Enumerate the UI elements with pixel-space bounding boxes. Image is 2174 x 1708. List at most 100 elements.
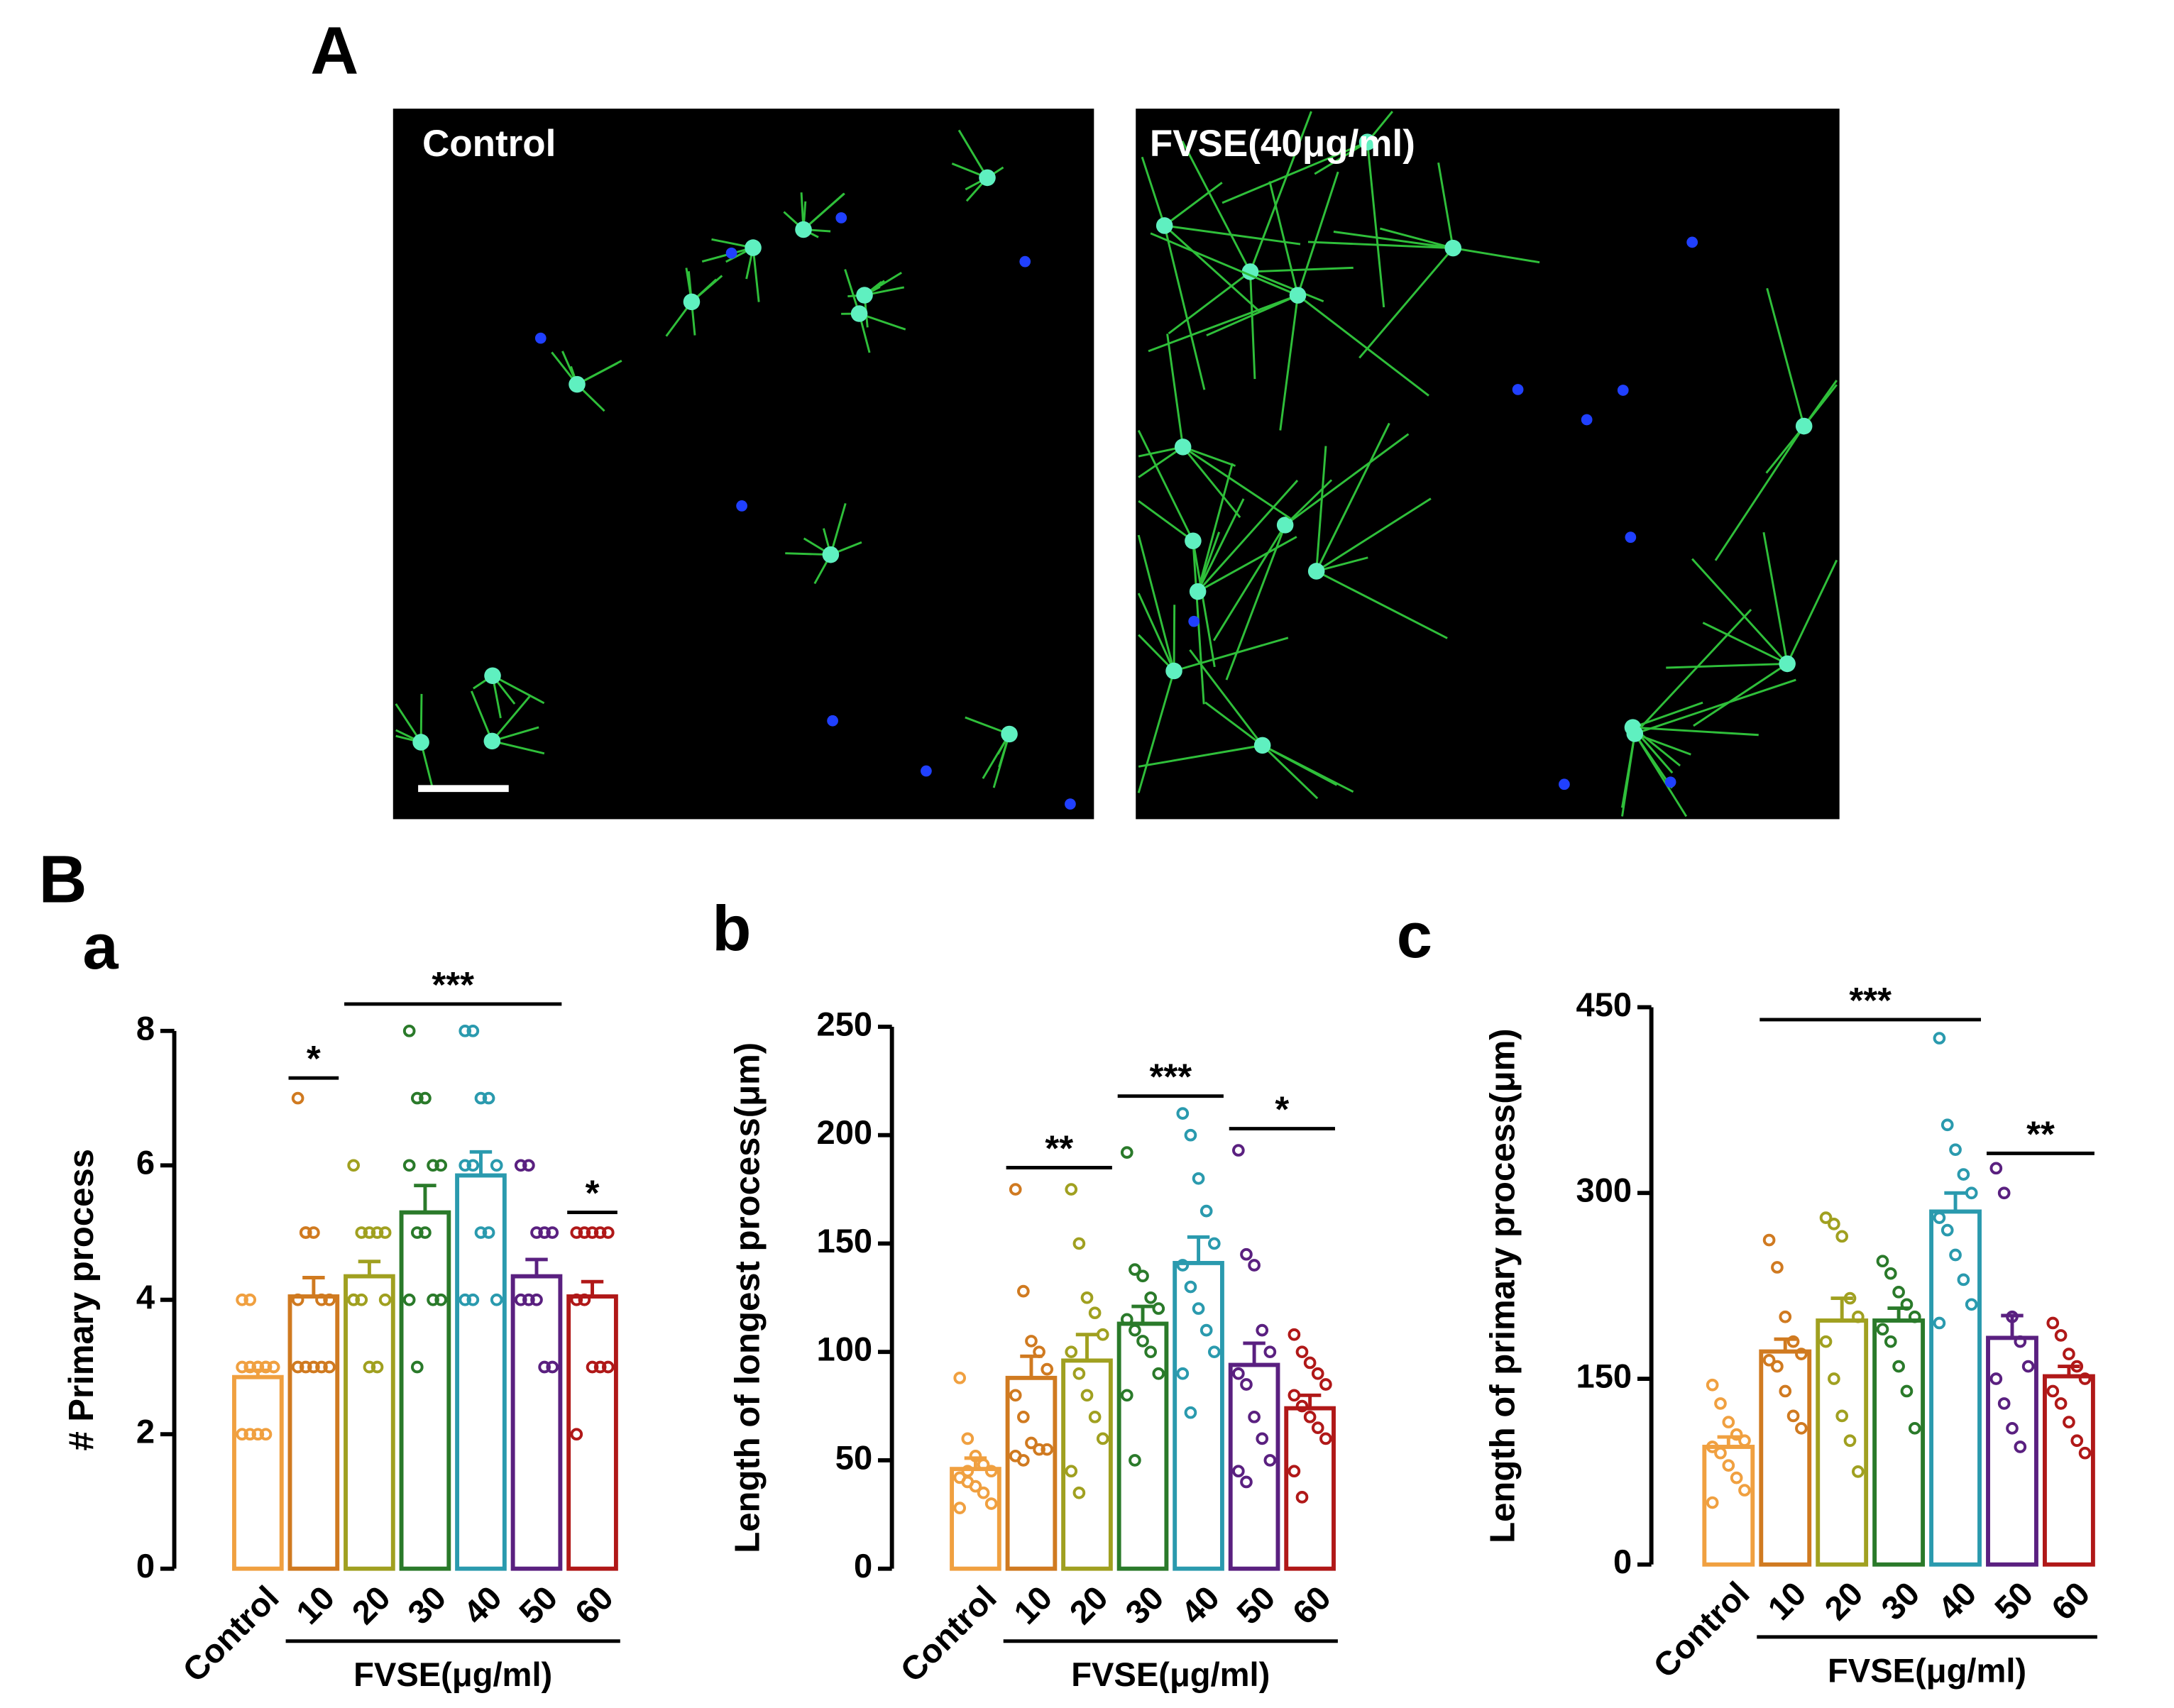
- data-point: [1199, 1204, 1213, 1218]
- data-point: [419, 1091, 432, 1105]
- data-point: [1017, 1410, 1030, 1423]
- data-point: [410, 1091, 424, 1105]
- x-tick-label: 10: [1006, 1578, 1060, 1631]
- data-point: [1303, 1356, 1317, 1370]
- data-point: [291, 1360, 304, 1374]
- error-bar: [964, 1456, 987, 1470]
- data-point: [1884, 1267, 1897, 1280]
- data-point: [1311, 1421, 1324, 1434]
- bar: [1116, 1321, 1169, 1571]
- neurite: [1762, 531, 1789, 664]
- data-point: [601, 1226, 615, 1239]
- data-point: [1828, 1372, 1840, 1385]
- data-point: [427, 1159, 439, 1172]
- neurite: [1691, 558, 1789, 665]
- neurite: [1138, 500, 1194, 542]
- y-axis-label: Length of primary process(μm): [1483, 1028, 1522, 1543]
- error-bar: [1298, 1393, 1322, 1409]
- neurite: [1284, 479, 1333, 526]
- data-point: [459, 1025, 472, 1037]
- data-point: [1779, 1384, 1792, 1398]
- panel-label: b: [712, 893, 751, 964]
- neurite: [1634, 732, 1691, 756]
- bar: [510, 1274, 563, 1571]
- data-point: [1786, 1409, 1800, 1423]
- data-point: [2014, 1335, 2027, 1348]
- data-point: [2063, 1416, 2075, 1428]
- data-point: [1892, 1360, 1905, 1373]
- soma: [1307, 563, 1325, 580]
- data-point: [586, 1360, 599, 1374]
- data-point: [1876, 1255, 1889, 1268]
- nucleus: [1512, 384, 1524, 395]
- neurite: [1268, 181, 1299, 296]
- x-tick-label: 20: [344, 1578, 397, 1631]
- x-tick-label: 50: [1987, 1575, 2041, 1628]
- data-point: [1957, 1273, 1970, 1286]
- data-point: [370, 1360, 384, 1374]
- soma: [1001, 725, 1018, 743]
- data-point: [2054, 1329, 2068, 1342]
- data-point: [482, 1091, 495, 1105]
- neurite: [1314, 141, 1368, 175]
- data-point: [323, 1293, 336, 1306]
- data-point: [1933, 1211, 1946, 1224]
- error-bar: [1243, 1341, 1266, 1365]
- data-point: [1722, 1416, 1735, 1428]
- x-tick-label: 50: [512, 1578, 565, 1631]
- data-point: [1933, 1316, 1946, 1330]
- data-point: [1303, 1410, 1317, 1423]
- bar: [950, 1467, 1001, 1571]
- neurite: [1163, 224, 1261, 313]
- neurite: [1786, 559, 1838, 665]
- data-point: [570, 1293, 583, 1306]
- y-tick-label: 200: [817, 1113, 873, 1151]
- data-point: [1714, 1446, 1727, 1460]
- data-point: [1240, 1247, 1253, 1261]
- soma: [850, 305, 868, 322]
- data-point: [315, 1360, 328, 1374]
- data-point: [482, 1226, 495, 1239]
- data-point: [1207, 1237, 1221, 1250]
- nucleus: [827, 715, 838, 727]
- data-point: [1184, 1128, 1197, 1142]
- y-tick-label: 4: [136, 1278, 155, 1316]
- soma: [1276, 517, 1294, 534]
- neurite: [1138, 744, 1263, 768]
- data-point: [1730, 1428, 1743, 1441]
- data-point: [410, 1360, 424, 1374]
- neurite: [803, 192, 845, 231]
- data-point: [1892, 1286, 1905, 1299]
- data-point: [1940, 1223, 1954, 1237]
- bar: [1173, 1260, 1224, 1571]
- data-point: [1762, 1353, 1776, 1367]
- error-bar: [525, 1257, 548, 1277]
- data-point: [1295, 1345, 1309, 1359]
- data-point: [1738, 1484, 1751, 1497]
- data-point: [1989, 1372, 2003, 1385]
- neurite: [1702, 622, 1788, 665]
- bar: [232, 1374, 284, 1571]
- data-point: [1319, 1432, 1332, 1445]
- group-label: FVSE(μg/ml): [1828, 1651, 2026, 1689]
- neurite: [1316, 570, 1448, 639]
- neurite: [1168, 270, 1251, 335]
- error-bar: [2001, 1313, 2024, 1338]
- data-point: [2063, 1348, 2075, 1360]
- data-point: [1176, 1367, 1190, 1380]
- nucleus: [534, 332, 547, 344]
- neurite: [1197, 463, 1234, 593]
- error-bar: [302, 1276, 325, 1297]
- bar: [344, 1274, 395, 1571]
- data-point: [1065, 1465, 1078, 1478]
- data-point: [1176, 1259, 1190, 1272]
- data-point: [1152, 1367, 1165, 1380]
- data-point: [1248, 1259, 1261, 1272]
- y-tick-label: 6: [136, 1144, 155, 1181]
- nucleus: [1065, 798, 1076, 810]
- neurite: [1315, 446, 1327, 572]
- neurite: [1634, 609, 1752, 735]
- data-point: [1288, 1389, 1301, 1402]
- neurite: [992, 734, 1011, 788]
- error-bar: [1774, 1337, 1796, 1352]
